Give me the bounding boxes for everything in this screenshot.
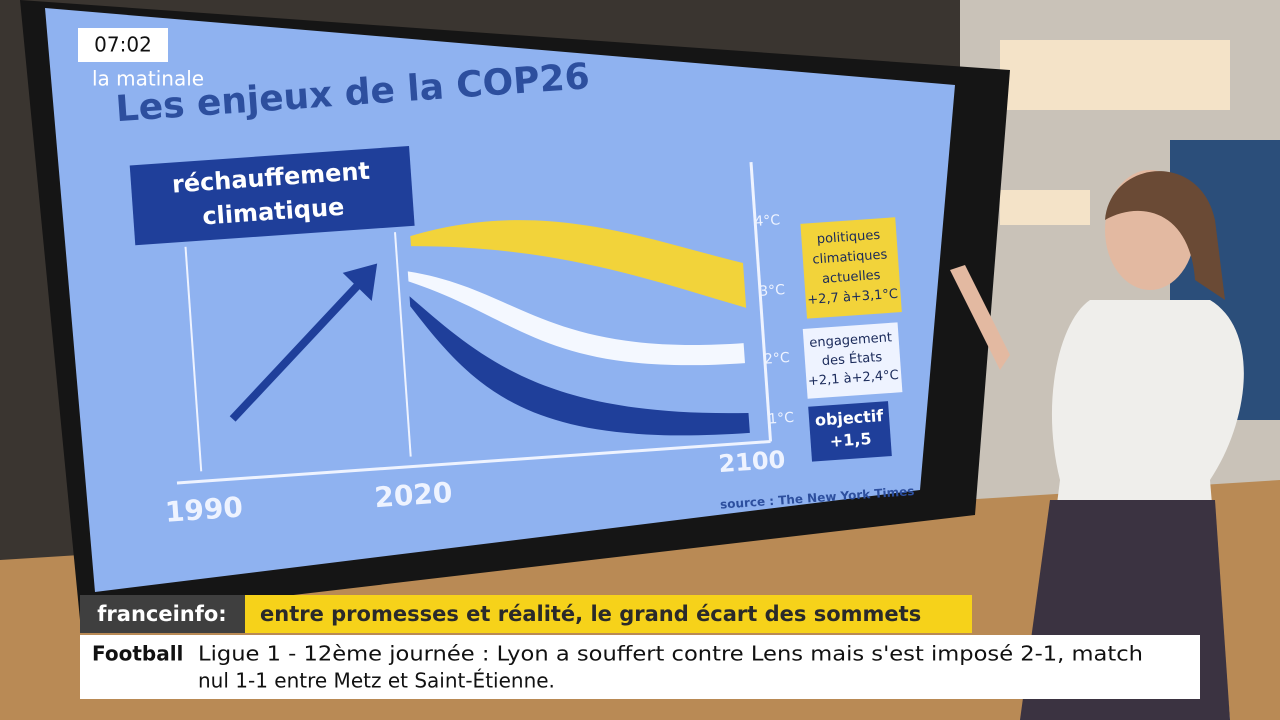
year-label: 1990	[164, 490, 244, 528]
arrow	[229, 276, 367, 422]
scale-label: 1°C	[768, 410, 795, 428]
headline-box	[245, 595, 972, 633]
label-box	[800, 217, 902, 319]
year-label: 2100	[718, 446, 787, 479]
label-line: climatiques	[812, 247, 888, 267]
light-panel	[1000, 40, 1230, 110]
brand: franceinfo:	[97, 602, 226, 626]
presenter-arm	[950, 265, 1010, 370]
ticker-box	[80, 635, 1200, 699]
scale-label: 3°C	[759, 282, 786, 300]
ticker-line: nul 1-1 entre Metz et Saint-Étienne.	[198, 669, 555, 693]
show-name: la matinale	[92, 67, 204, 91]
band-current	[410, 220, 747, 308]
clock-box	[78, 28, 168, 62]
screen-content: Les enjeux de la COP26 réchauffement cli…	[114, 56, 914, 529]
label-line: objectif	[814, 406, 885, 430]
headline: entre promesses et réalité, le grand éca…	[260, 602, 921, 626]
label-line: actuelles	[822, 268, 882, 287]
guide	[394, 232, 412, 457]
clock: 07:02	[94, 33, 152, 57]
band-target	[409, 296, 750, 436]
label-line: politiques	[816, 228, 881, 247]
guide	[184, 246, 203, 472]
label-line: des États	[821, 349, 882, 369]
band-pledges	[407, 271, 745, 366]
screen	[45, 8, 955, 592]
scale-label: 2°C	[764, 350, 791, 368]
label-box	[802, 322, 903, 399]
ticker-topic: Football	[92, 642, 183, 666]
ticker-line: Ligue 1 - 12ème journée : Lyon a souffer…	[198, 642, 1143, 666]
x-axis	[176, 439, 771, 485]
brand-box	[80, 595, 245, 633]
label-box	[808, 401, 892, 462]
label-line: +1,5	[829, 429, 872, 451]
arrow-head	[342, 263, 378, 301]
temp-axis	[749, 162, 773, 442]
year-label: 2020	[373, 476, 453, 514]
label-line: engagement	[809, 330, 893, 351]
label-line: +2,7 à+3,1°C	[807, 287, 899, 308]
light-panel	[1000, 190, 1090, 225]
badge	[129, 145, 415, 246]
scale-label: 4°C	[754, 212, 781, 230]
label-line: +2,1 à+2,4°C	[808, 368, 900, 389]
presenter-hair	[1105, 171, 1225, 300]
